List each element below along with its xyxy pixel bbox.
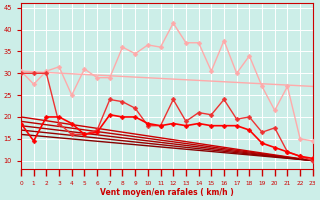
X-axis label: Vent moyen/en rafales ( km/h ): Vent moyen/en rafales ( km/h ) [100,188,234,197]
